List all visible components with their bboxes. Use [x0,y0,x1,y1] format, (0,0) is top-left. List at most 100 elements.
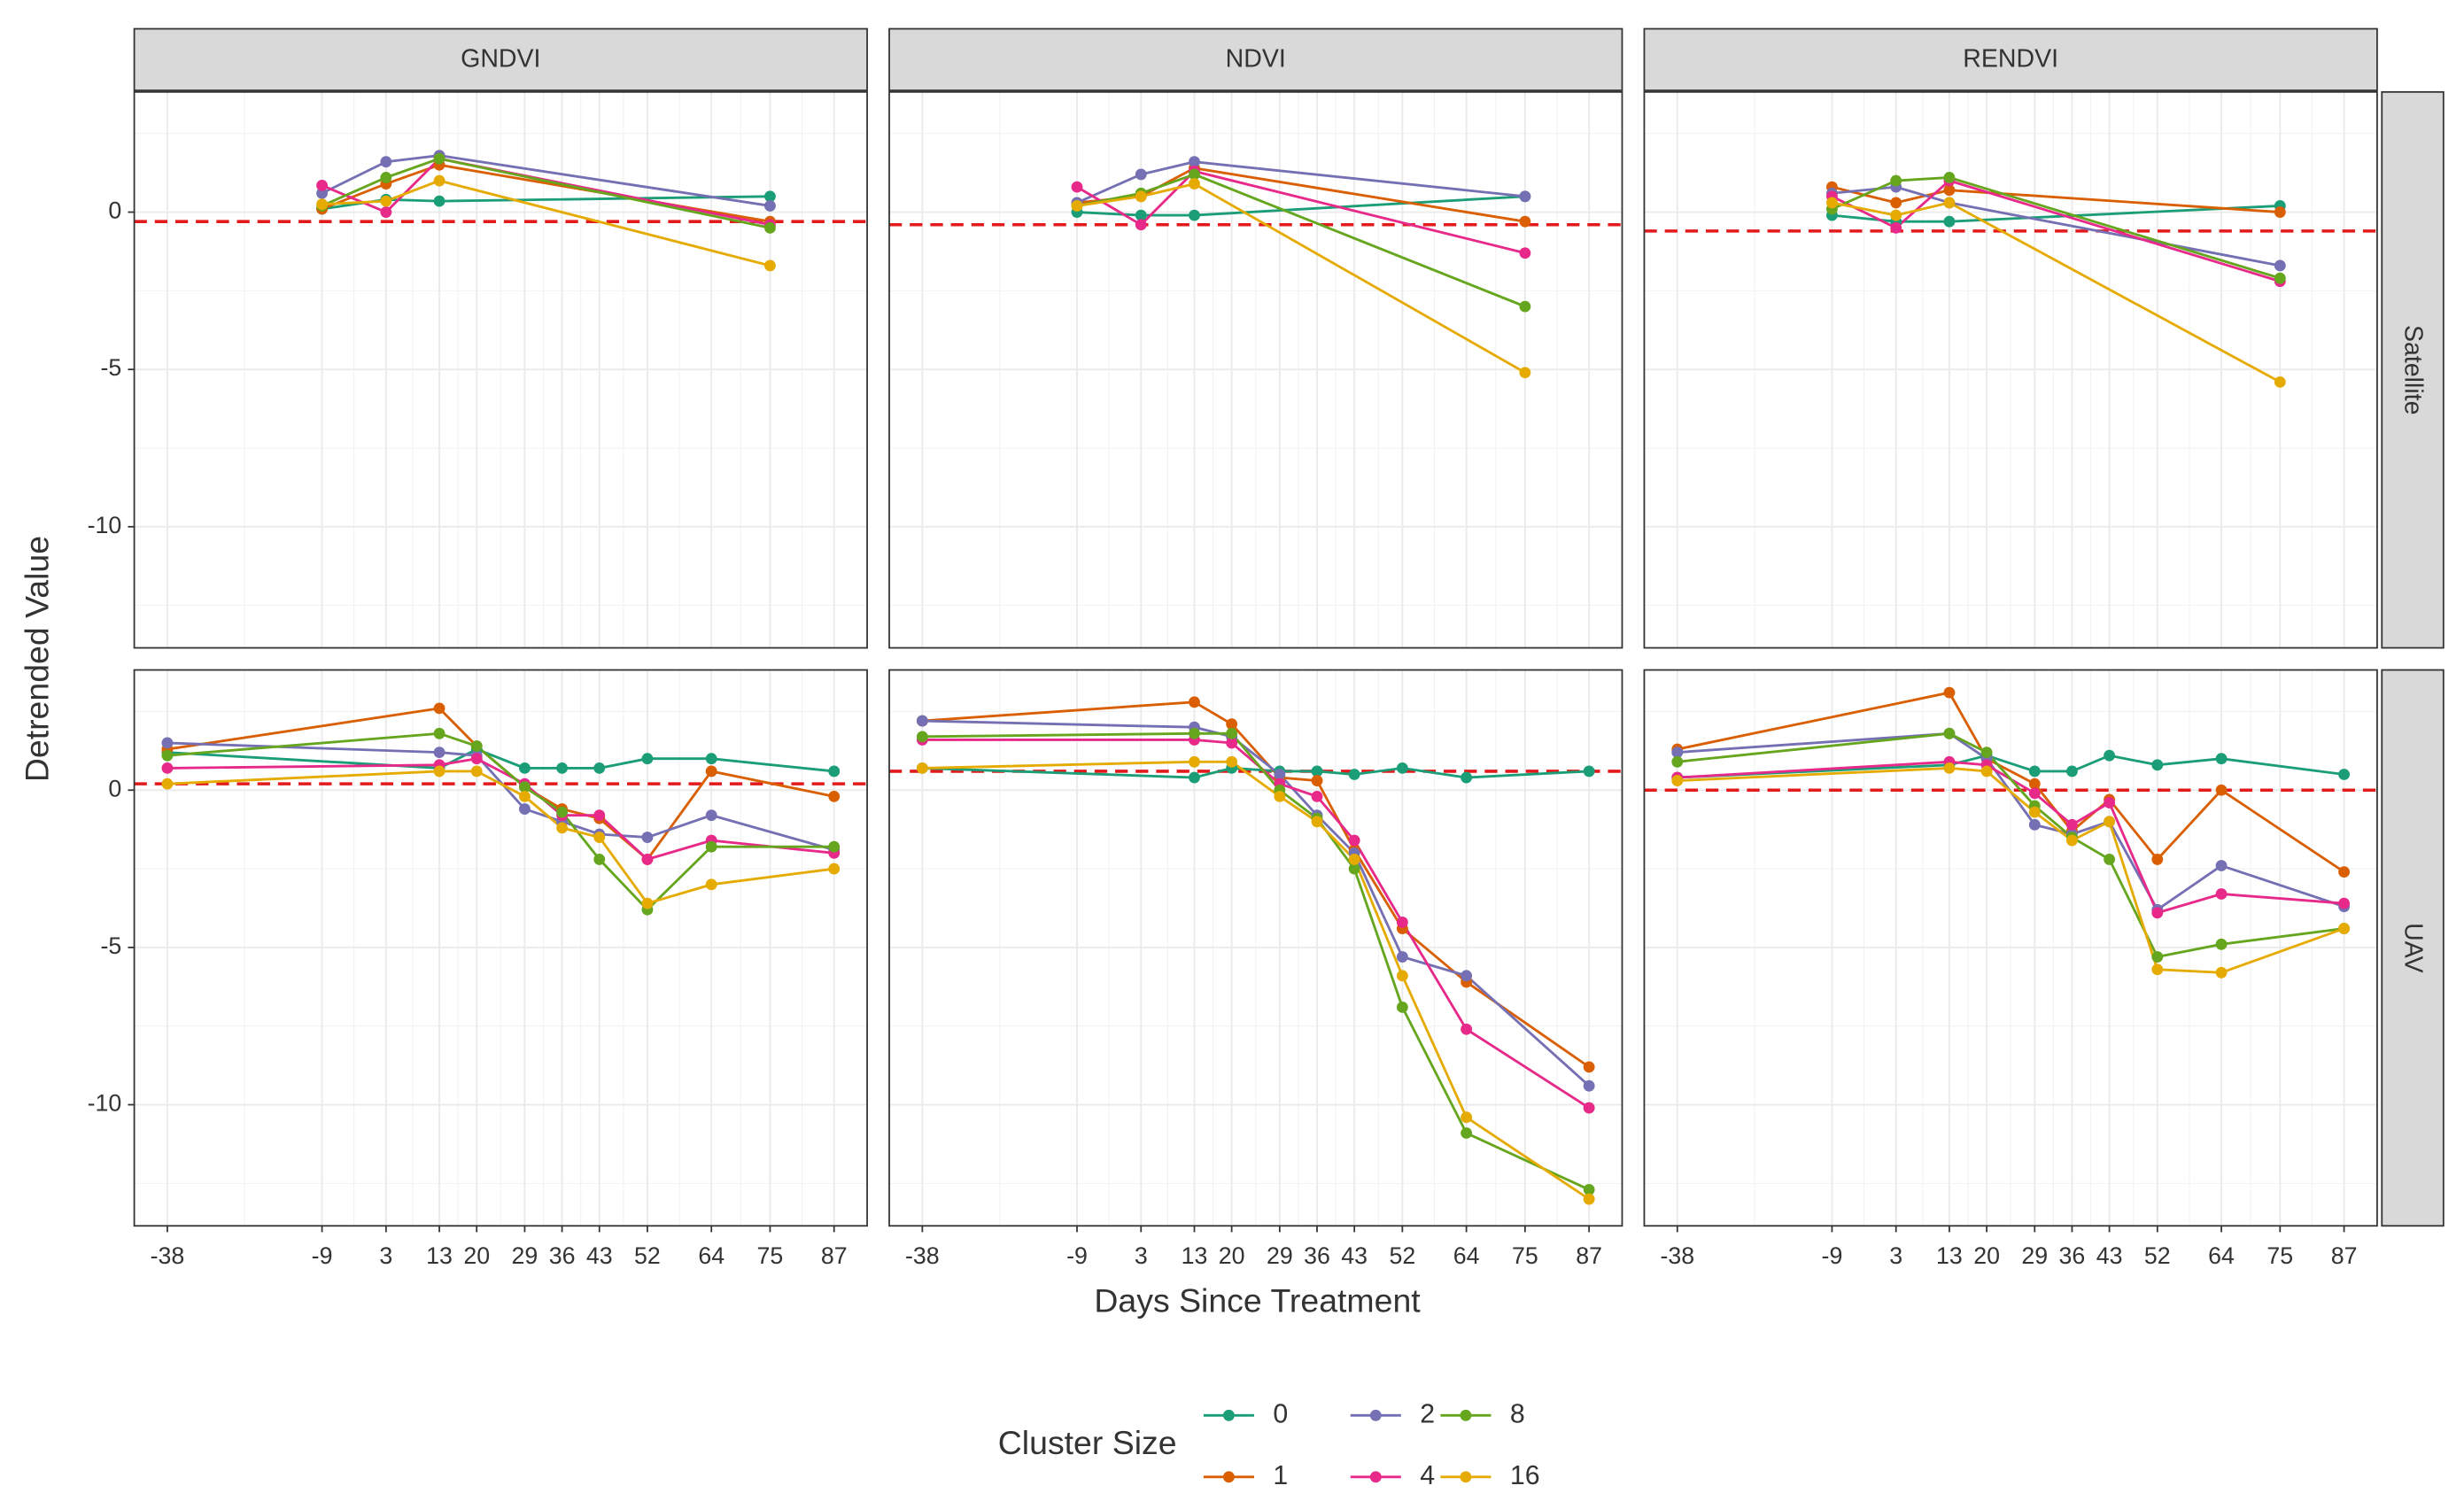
series-line [321,157,771,229]
data-point [556,806,568,818]
panel-border [888,669,1623,1227]
data-point [2215,784,2228,796]
data-point [1135,168,1147,181]
data-point [705,878,717,891]
data-point [2104,853,2116,865]
panel [133,90,868,649]
data-point [1348,834,1360,847]
data-point [1943,172,1956,183]
data-point [916,731,928,743]
data-point [1071,200,1083,212]
x-tick-label: 64 [698,1242,724,1269]
x-tick-label: 75 [1512,1242,1538,1269]
data-point [1189,727,1200,739]
x-tick-label: -9 [312,1242,333,1269]
data-point [433,727,446,739]
data-point [641,753,654,765]
x-tick-label: 64 [2208,1242,2235,1269]
series-line [1831,176,2281,280]
data-point [2066,834,2078,847]
data-point [1461,970,1473,982]
data-point [1461,1111,1473,1124]
data-point [2151,951,2164,963]
data-point [1348,853,1360,865]
strip-label: GNDVI [461,45,540,74]
x-tick-label: 87 [1576,1242,1602,1269]
data-point [828,790,841,802]
panel [888,669,1623,1227]
data-point [2215,753,2228,765]
legend-key [1460,1471,1472,1483]
x-tick-label: 29 [512,1242,539,1269]
data-point [1671,775,1684,787]
data-point [518,762,531,774]
data-point [2274,259,2286,272]
legend-label: 4 [1420,1461,1435,1490]
legend-key [1223,1471,1235,1483]
series-line [1076,160,1526,205]
data-point [828,863,841,875]
data-point [518,781,531,793]
x-tick-label: -9 [1822,1242,1843,1269]
data-point [2028,765,2041,778]
data-point [556,822,568,834]
x-tick-label: 13 [1182,1242,1208,1269]
data-point [2104,749,2116,762]
x-tick-label: 29 [2021,1242,2048,1269]
legend-label: 1 [1273,1461,1288,1490]
series-line [1076,182,1526,374]
data-point [470,740,483,752]
data-point [593,762,606,774]
x-tick-label: 52 [634,1242,661,1269]
y-tick-label: -10 [88,1090,122,1117]
x-tick-label: 13 [426,1242,453,1269]
data-point [2028,778,2041,790]
data-point [916,715,928,727]
x-tick-label: -38 [151,1242,185,1269]
y-tick-label: 0 [108,197,121,224]
series-line [1076,195,1525,217]
x-tick-label: 64 [1453,1242,1480,1269]
legend-key [1223,1409,1235,1421]
strip-label: Satellite [2399,325,2428,414]
x-tick-label: 3 [379,1242,392,1269]
data-point [1348,769,1360,780]
data-point [1189,755,1200,768]
strip [2381,90,2445,649]
x-tick-label: -9 [1066,1242,1088,1269]
data-point [1943,215,1956,228]
data-point [2151,853,2164,865]
data-point [433,152,446,165]
data-point [1519,300,1531,313]
data-point [316,187,328,199]
data-point [2274,272,2286,284]
data-point [1189,209,1200,221]
x-tick-label: 13 [1936,1242,1963,1269]
x-tick-label: 87 [2331,1242,2358,1269]
panel-border [1643,90,2378,649]
x-tick-label: 36 [549,1242,576,1269]
data-point [433,195,446,207]
panel-border [1643,669,2378,1227]
data-point [433,702,446,715]
x-tick-label: 43 [2096,1242,2123,1269]
data-point [1671,755,1684,768]
data-point [593,832,606,843]
strip-label: NDVI [1226,45,1286,74]
legend-label: 0 [1273,1399,1288,1428]
strip [133,27,868,91]
series-line [322,195,771,211]
data-point [1189,178,1200,190]
data-point [1583,1079,1595,1092]
data-point [2028,806,2041,818]
x-tick-label: 87 [821,1242,848,1269]
data-point [828,765,841,778]
series-line [1076,173,1526,308]
series-line [1076,169,1526,255]
x-tick-label: -38 [905,1242,940,1269]
series-line [321,154,771,207]
data-point [161,762,174,774]
data-point [1274,769,1286,780]
data-point [1189,168,1200,181]
panel [1643,669,2378,1227]
